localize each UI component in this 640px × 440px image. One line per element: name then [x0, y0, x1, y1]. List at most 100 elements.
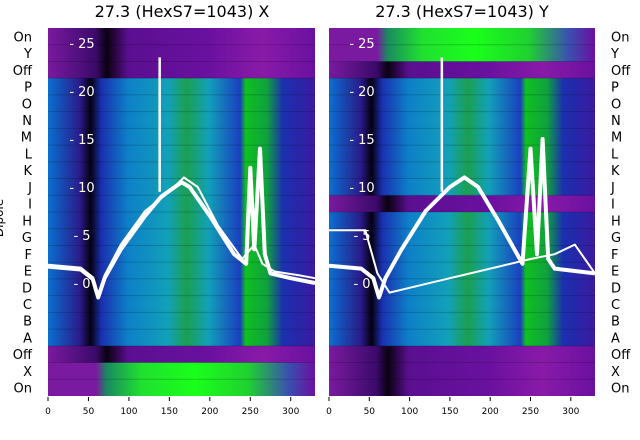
- inner-tick-label: - 15: [69, 133, 94, 148]
- y-category-label: Off: [13, 348, 33, 363]
- y-category-label: D: [611, 281, 621, 296]
- plot-right: 27.3 (HexS7=1043) Y - 0- 5- 10- 15- 20- …: [326, 2, 631, 417]
- y-category-label: M: [21, 131, 32, 146]
- heatmap-band: [48, 195, 315, 229]
- chart-title-left: 27.3 (HexS7=1043) X: [95, 2, 270, 21]
- traces-right: [328, 57, 596, 300]
- y-category-label: E: [611, 265, 619, 280]
- heatmap-right: [329, 28, 595, 396]
- inner-tick-label: - 0: [353, 277, 370, 292]
- plot-left: 27.3 (HexS7=1043) X - 0- 5- 10- 15- 20- …: [0, 2, 316, 417]
- y-axis-label: Dipole: [0, 199, 6, 237]
- heatmap-band: [48, 362, 315, 396]
- y-category-label: F: [25, 248, 32, 263]
- y-category-label: Y: [610, 47, 619, 62]
- y-category-label: B: [23, 315, 32, 330]
- inner-tick-label: - 20: [69, 85, 94, 100]
- y-category-label: C: [23, 298, 32, 313]
- y-category-label: J: [27, 181, 32, 196]
- y-category-label: M: [611, 131, 622, 146]
- y-category-label: N: [22, 114, 32, 129]
- y-category-label: X: [23, 365, 32, 380]
- x-tick-label: 150: [441, 407, 458, 417]
- y-category-label: F: [611, 248, 618, 263]
- x-tick-label: 300: [562, 407, 579, 417]
- x-tick-label: 0: [326, 407, 332, 417]
- inner-ticks-right: - 0 - 5 - 10 - 15 - 20 - 25: [349, 37, 374, 292]
- x-tick-label: 250: [242, 407, 259, 417]
- y-category-label: Y: [23, 47, 32, 62]
- y-category-label: X: [611, 365, 620, 380]
- y-category-label: K: [23, 164, 32, 179]
- y-category-label: O: [611, 97, 621, 112]
- inner-tick-label: - 0: [73, 277, 90, 292]
- y-category-label: I: [28, 198, 32, 213]
- x-tick-label: 50: [364, 407, 376, 417]
- y-category-label: E: [24, 265, 32, 280]
- traces-left: [47, 57, 316, 300]
- y-category-label: H: [611, 214, 621, 229]
- y-category-label: J: [610, 181, 615, 196]
- inner-tick-label: - 5: [353, 229, 370, 244]
- inner-tick-label: - 15: [349, 133, 374, 148]
- x-tick-label: 200: [482, 407, 499, 417]
- x-tick-label: 300: [282, 407, 299, 417]
- y-category-label: On: [611, 382, 629, 397]
- x-tick-label: 0: [45, 407, 51, 417]
- x-tick-label: 100: [401, 407, 418, 417]
- y-category-label: N: [611, 114, 621, 129]
- inner-tick-label: - 25: [349, 37, 374, 52]
- y-category-label: O: [22, 97, 32, 112]
- heatmap-left: [48, 28, 315, 396]
- y-category-label: B: [611, 315, 620, 330]
- y-category-label: Off: [611, 348, 631, 363]
- y-category-label: P: [24, 81, 32, 96]
- x-tick-label: 200: [201, 407, 218, 417]
- heatmap-band: [329, 28, 595, 62]
- inner-tick-label: - 5: [73, 229, 90, 244]
- y-category-label: A: [23, 331, 32, 346]
- x-ticks-left: 0 50 100 150 200 250 300: [45, 397, 300, 417]
- inner-tick-label: - 20: [349, 85, 374, 100]
- x-tick-label: 250: [522, 407, 539, 417]
- y-category-label: Off: [13, 64, 33, 79]
- y-category-label: G: [22, 231, 32, 246]
- y-category-label: L: [25, 147, 33, 162]
- y-category-label: A: [611, 331, 620, 346]
- y-category-label: D: [22, 281, 32, 296]
- heatmap-band: [329, 345, 595, 363]
- heatmap-band: [48, 78, 315, 196]
- heatmap-band: [48, 28, 315, 79]
- y-category-label: On: [14, 382, 32, 397]
- trace-line: [47, 176, 316, 296]
- heatmap-band: [48, 245, 315, 346]
- heatmap-band: [329, 61, 595, 79]
- inner-tick-label: - 25: [69, 37, 94, 52]
- heatmap-band: [329, 78, 595, 196]
- y-category-label: K: [611, 164, 620, 179]
- heatmap-band: [329, 362, 595, 396]
- y-category-label: L: [611, 147, 619, 162]
- trace-line: [328, 137, 596, 300]
- y-category-label: C: [611, 298, 620, 313]
- y-category-label: On: [611, 30, 629, 45]
- y-category-label: Off: [611, 64, 631, 79]
- x-tick-label: 50: [83, 407, 95, 417]
- inner-tick-label: - 10: [349, 181, 374, 196]
- y-category-label: H: [22, 214, 32, 229]
- y-category-label: On: [14, 30, 32, 45]
- x-ticks-right: 0 50 100 150 200 250 300: [326, 397, 580, 417]
- y-category-label: G: [611, 231, 621, 246]
- inner-ticks-left: - 0 - 5 - 10 - 15 - 20 - 25: [69, 37, 94, 292]
- inner-tick-label: - 10: [69, 181, 94, 196]
- y-category-label: P: [611, 81, 619, 96]
- trace-line: [329, 229, 596, 294]
- y-category-label: I: [611, 198, 615, 213]
- x-tick-label: 100: [120, 407, 137, 417]
- x-tick-label: 150: [161, 407, 178, 417]
- heatmap-band: [329, 195, 595, 212]
- heatmap-band: [48, 345, 315, 363]
